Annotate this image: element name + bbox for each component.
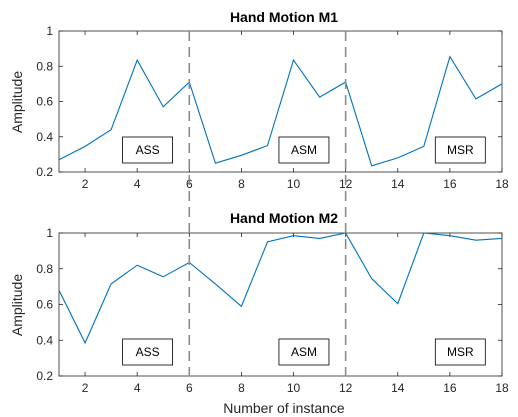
annotation-box-asm-m1: [278, 136, 330, 164]
x-tick-label-m2: 6: [186, 381, 193, 395]
x-tick-label-m2: 10: [287, 381, 301, 395]
y-tick-label-m1: 0.2: [36, 165, 53, 179]
annotation-label-msr-m2: MSR: [447, 345, 474, 359]
x-tick-label-m1: 18: [495, 177, 509, 191]
subplot-m1: Hand Motion M1 Amplitude 246810121416180…: [9, 9, 509, 191]
ylabel-m2: Amplitude: [9, 274, 25, 336]
x-tick-label-m1: 16: [443, 177, 457, 191]
x-tick-label-m2: 12: [339, 381, 353, 395]
x-tick-label-m2: 18: [495, 381, 509, 395]
x-tick-label-m1: 4: [134, 177, 141, 191]
x-tick-label-m2: 8: [238, 381, 245, 395]
annotation-box-msr-m1: [434, 136, 486, 164]
x-tick-label-m1: 14: [391, 177, 405, 191]
x-tick-label-m2: 14: [391, 381, 405, 395]
annotation-box-ass-m2: [122, 338, 173, 366]
y-tick-label-m1: 0.6: [36, 95, 53, 109]
series-line-m1: [58, 55, 503, 167]
x-tick-label-m1: 2: [82, 177, 89, 191]
y-tick-label-m1: 0.8: [36, 59, 53, 73]
x-tick-label-m1: 10: [287, 177, 301, 191]
x-tick-label-m1: 8: [238, 177, 245, 191]
annotation-label-asm-m1: ASM: [291, 143, 317, 157]
annotation-label-msr-m1: MSR: [447, 143, 474, 157]
y-tick-label-m2: 1: [46, 226, 53, 240]
x-tick-label-m2: 2: [82, 381, 89, 395]
y-tick-label-m2: 0.4: [36, 333, 53, 347]
series-line-m2: [58, 232, 503, 345]
annotation-label-ass-m1: ASS: [136, 143, 160, 157]
subplot-m2: Hand Motion M2 Amplitude Number of insta…: [9, 210, 509, 416]
x-tick-label-m2: 4: [134, 381, 141, 395]
title-m2: Hand Motion M2: [230, 210, 338, 226]
y-tick-label-m2: 0.8: [36, 262, 53, 276]
annotation-box-ass-m1: [122, 136, 173, 164]
annotation-label-ass-m2: ASS: [136, 345, 160, 359]
plot-area-m2: 2 4 6 8 10 12 14 16 18 0.2 0.4 0.6 0.8 1 ASS ASM MSR: [36, 226, 509, 395]
ylabel-m1: Amplitude: [9, 71, 25, 133]
title-m1: Hand Motion M1: [230, 9, 338, 25]
xlabel-m2: Number of instance: [223, 400, 345, 416]
annotation-box-msr-m2: [434, 338, 486, 366]
annotation-box-asm-m2: [278, 338, 330, 366]
y-tick-label-m2: 0.6: [36, 298, 53, 312]
y-tick-label-m1: 1: [46, 24, 53, 38]
x-tick-label-m2: 16: [443, 381, 457, 395]
y-tick-label-m1: 0.4: [36, 130, 53, 144]
y-tick-label-m2: 0.2: [36, 369, 53, 383]
annotation-label-asm-m2: ASM: [291, 345, 317, 359]
